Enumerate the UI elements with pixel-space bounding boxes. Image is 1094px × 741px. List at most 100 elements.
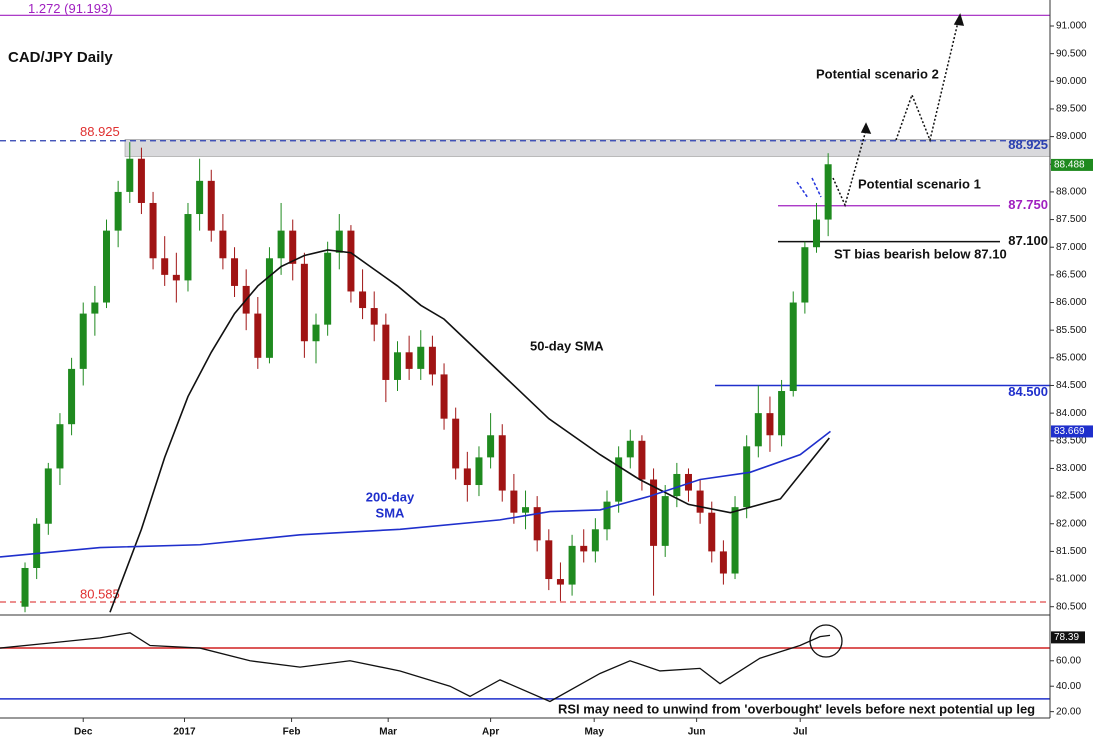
- resistance-zone: [124, 139, 1051, 157]
- price-marker-label: 83.669: [1054, 426, 1085, 437]
- candle-body: [661, 496, 669, 546]
- annotation: ST bias bearish below 87.10: [834, 246, 1007, 261]
- y-tick-label: 84.000: [1056, 408, 1087, 419]
- signal-arrows: [796, 177, 822, 199]
- level-label: 88.925: [80, 124, 120, 139]
- candle-body: [743, 446, 751, 508]
- candle-body: [44, 468, 52, 524]
- annotation: Potential scenario 1: [858, 176, 981, 191]
- candle-body: [231, 258, 239, 286]
- level-label: 84.500: [1008, 384, 1048, 399]
- level-label: 87.750: [1008, 197, 1048, 212]
- candle-body: [196, 180, 204, 215]
- candle-body: [487, 435, 495, 458]
- scenario-2-path: [895, 21, 959, 143]
- sma-line: [0, 430, 831, 558]
- candle-body: [359, 291, 367, 309]
- candle-body: [452, 418, 460, 469]
- candle-body: [778, 391, 786, 436]
- candle-body: [149, 202, 157, 259]
- y-tick-label: 85.000: [1056, 352, 1087, 363]
- signal-arrow: [796, 181, 809, 199]
- candle-body: [813, 219, 821, 248]
- y-tick-label: 88.000: [1056, 187, 1087, 198]
- y-tick-label: 81.000: [1056, 574, 1087, 585]
- candle-body: [56, 424, 64, 469]
- y-tick-label: 81.500: [1056, 546, 1087, 557]
- candle-body: [568, 545, 576, 585]
- candle-body: [21, 567, 29, 607]
- arrow-head: [953, 13, 965, 26]
- rsi-line: [0, 632, 831, 703]
- y-tick-label: 86.000: [1056, 297, 1087, 308]
- candle-body: [533, 507, 541, 541]
- candle-body: [708, 512, 716, 552]
- candle-body: [289, 230, 297, 264]
- candle-body: [801, 247, 809, 303]
- candle-body: [603, 501, 611, 530]
- candle-body: [545, 540, 553, 580]
- candle-body: [277, 230, 285, 259]
- price-marker-label: 88.488: [1054, 160, 1085, 171]
- price-marker: [1051, 425, 1093, 438]
- candle-body: [440, 374, 448, 419]
- rsi-marker-label: 78.39: [1054, 632, 1079, 643]
- y-tick-label: 87.000: [1056, 242, 1087, 253]
- candle-body: [172, 274, 180, 281]
- x-tick-label: Jul: [793, 727, 808, 738]
- candle-body: [335, 230, 343, 253]
- candle-body: [673, 473, 681, 497]
- y-tick-label: 83.000: [1056, 463, 1087, 474]
- rsi-marker: [1051, 631, 1085, 644]
- candle-body: [405, 352, 413, 369]
- candle-body: [393, 352, 401, 380]
- candle-body: [591, 529, 599, 552]
- level-label: 1.272 (91.193): [28, 1, 113, 16]
- candle-body: [103, 230, 111, 303]
- candle-body: [161, 258, 169, 275]
- y-tick-label: 90.000: [1056, 76, 1087, 87]
- candle-body: [324, 252, 332, 325]
- candle-body: [254, 313, 262, 358]
- candle-body: [114, 191, 122, 231]
- annotation: Potential scenario 2: [816, 66, 939, 81]
- y-tick-label: 91.000: [1056, 21, 1087, 32]
- y-tick-label: 89.500: [1056, 104, 1087, 115]
- candle-body: [33, 523, 41, 568]
- y-tick-label: 83.500: [1056, 435, 1087, 446]
- y-tick-label: 80.500: [1056, 601, 1087, 612]
- candle-body: [265, 258, 273, 358]
- signal-arrow: [811, 177, 822, 198]
- candle-body: [638, 440, 646, 480]
- annotation: RSI may need to unwind from 'overbought'…: [558, 701, 1035, 716]
- candle-body: [184, 214, 192, 281]
- candle-body: [580, 545, 588, 552]
- candle-body: [510, 490, 518, 513]
- level-label: 87.100: [1008, 233, 1048, 248]
- candle-body: [522, 507, 530, 513]
- annotation: SMA: [376, 505, 406, 520]
- x-tick-label: Jun: [688, 727, 706, 738]
- x-tick-label: Feb: [283, 727, 301, 738]
- y-tick-label: 82.500: [1056, 491, 1087, 502]
- candle-body: [626, 440, 634, 458]
- y-tick-label: 87.500: [1056, 214, 1087, 225]
- candle-body: [719, 551, 727, 574]
- x-tick-label: 2017: [173, 727, 196, 738]
- chart-title: CAD/JPY Daily: [8, 49, 113, 66]
- candle-body: [417, 346, 425, 369]
- x-tick-label: Mar: [379, 727, 397, 738]
- candle-body: [824, 164, 832, 220]
- x-tick-label: Apr: [482, 727, 499, 738]
- candle-body: [137, 158, 145, 203]
- candle-body: [370, 308, 378, 325]
- level-label: 88.925: [1008, 137, 1048, 152]
- candle-body: [347, 230, 355, 292]
- x-tick-label: Dec: [74, 727, 93, 738]
- candle-body: [684, 473, 692, 491]
- candle-body: [428, 346, 436, 375]
- candle-body: [731, 507, 739, 574]
- level-label: 80.585: [80, 586, 120, 601]
